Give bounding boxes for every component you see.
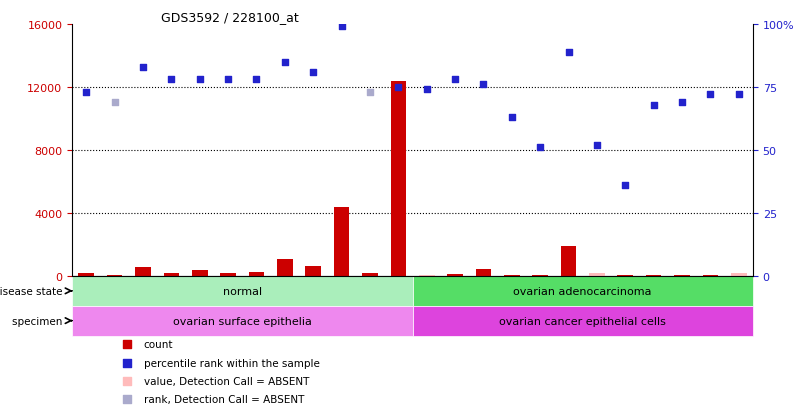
Bar [362, 273, 378, 276]
Bar [72, 306, 413, 336]
Bar [391, 81, 406, 276]
Bar [731, 273, 747, 276]
Bar [504, 275, 520, 276]
Point [165, 77, 178, 83]
Point [590, 142, 603, 149]
Bar [305, 266, 321, 276]
Text: normal: normal [223, 286, 262, 296]
Text: ovarian adenocarcinoma: ovarian adenocarcinoma [513, 286, 652, 296]
Point [250, 77, 263, 83]
Point [505, 114, 518, 121]
Bar [561, 247, 577, 276]
Point [477, 82, 490, 88]
Bar [192, 271, 207, 276]
Bar [248, 272, 264, 276]
Point [307, 69, 320, 76]
Point [392, 84, 405, 91]
Bar [107, 275, 123, 276]
Point [449, 77, 461, 83]
Point [562, 49, 575, 56]
Bar [334, 207, 349, 276]
Text: count: count [143, 339, 173, 349]
Bar [413, 276, 753, 306]
Text: GDS3592 / 228100_at: GDS3592 / 228100_at [160, 11, 298, 24]
Bar [476, 269, 491, 276]
Bar [72, 276, 413, 306]
Text: ovarian surface epithelia: ovarian surface epithelia [173, 316, 312, 326]
Point [279, 59, 292, 66]
Point [137, 64, 150, 71]
Point [421, 87, 433, 93]
Text: disease state: disease state [0, 286, 66, 296]
Point [108, 100, 121, 106]
Bar [277, 259, 292, 276]
Point [675, 100, 688, 106]
Bar [533, 275, 548, 276]
Point [732, 92, 745, 99]
Bar [674, 275, 690, 276]
Bar [618, 275, 633, 276]
Text: specimen: specimen [12, 316, 66, 326]
Point [704, 92, 717, 99]
Point [335, 24, 348, 31]
Point [619, 183, 632, 189]
Bar [646, 275, 662, 276]
Point [222, 77, 235, 83]
Text: ovarian cancer epithelial cells: ovarian cancer epithelial cells [499, 316, 666, 326]
Text: value, Detection Call = ABSENT: value, Detection Call = ABSENT [143, 376, 309, 386]
Text: percentile rank within the sample: percentile rank within the sample [143, 358, 320, 368]
Bar [163, 273, 179, 276]
Bar [413, 306, 753, 336]
Point [364, 89, 376, 96]
Bar [78, 273, 94, 276]
Bar [702, 275, 718, 276]
Text: rank, Detection Call = ABSENT: rank, Detection Call = ABSENT [143, 394, 304, 404]
Bar [419, 275, 434, 276]
Point [533, 145, 546, 151]
Bar [589, 273, 605, 276]
Point [80, 89, 93, 96]
Point [647, 102, 660, 109]
Bar [220, 273, 236, 276]
Point [193, 77, 206, 83]
Bar [447, 275, 463, 276]
Bar [135, 268, 151, 276]
